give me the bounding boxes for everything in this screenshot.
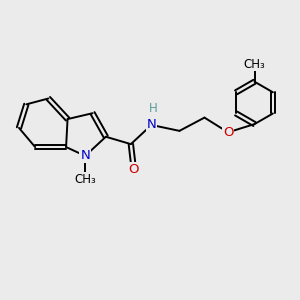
Text: H: H [148,102,157,115]
Text: O: O [223,126,233,139]
Text: N: N [80,149,90,162]
Text: CH₃: CH₃ [74,173,96,186]
Text: O: O [129,163,139,176]
Text: CH₃: CH₃ [244,58,266,70]
Text: N: N [147,118,156,131]
